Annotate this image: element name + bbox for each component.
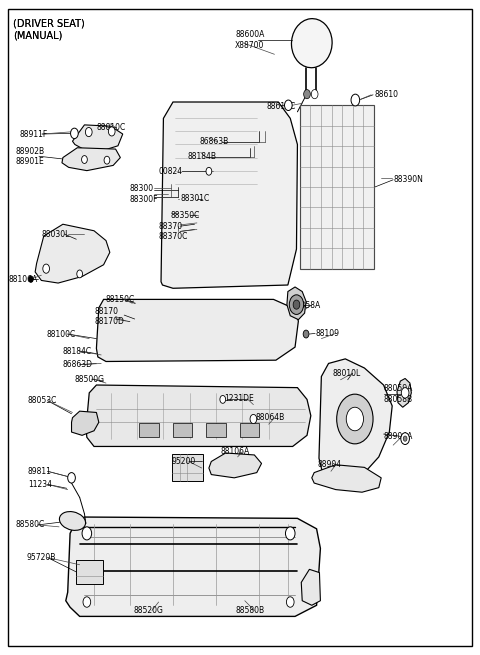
Polygon shape xyxy=(312,465,381,492)
Circle shape xyxy=(220,396,226,403)
Text: 88500G: 88500G xyxy=(75,375,105,384)
Text: 95200: 95200 xyxy=(171,457,195,466)
Text: 1231DE: 1231DE xyxy=(225,394,254,403)
Text: 88170
88170D: 88170 88170D xyxy=(94,307,124,326)
Text: 88100C: 88100C xyxy=(46,329,75,339)
Circle shape xyxy=(285,100,292,111)
Bar xyxy=(172,454,203,481)
Ellipse shape xyxy=(60,512,85,531)
Polygon shape xyxy=(301,569,321,605)
Text: 11234: 11234 xyxy=(28,480,52,489)
Text: 88911F: 88911F xyxy=(20,130,48,138)
Circle shape xyxy=(28,276,33,282)
Circle shape xyxy=(71,128,78,139)
Circle shape xyxy=(289,295,304,314)
Text: 88350C: 88350C xyxy=(170,210,200,219)
Bar xyxy=(76,559,103,584)
Circle shape xyxy=(403,436,407,441)
Circle shape xyxy=(312,90,318,99)
Text: 88184B: 88184B xyxy=(187,153,216,161)
Ellipse shape xyxy=(291,18,332,67)
Polygon shape xyxy=(72,411,99,436)
Polygon shape xyxy=(96,299,299,362)
Circle shape xyxy=(85,128,92,137)
Circle shape xyxy=(82,527,92,540)
Text: 88358A: 88358A xyxy=(292,301,321,310)
Polygon shape xyxy=(287,287,306,320)
Polygon shape xyxy=(319,359,392,487)
Text: 88580C: 88580C xyxy=(15,520,44,529)
Circle shape xyxy=(336,394,373,444)
Circle shape xyxy=(68,473,75,483)
Circle shape xyxy=(77,270,83,278)
Text: (DRIVER SEAT)
(MANUAL): (DRIVER SEAT) (MANUAL) xyxy=(12,19,84,41)
Circle shape xyxy=(401,433,409,445)
Text: 88106A: 88106A xyxy=(9,274,38,284)
Text: (DRIVER SEAT)
(MANUAL): (DRIVER SEAT) (MANUAL) xyxy=(12,19,84,41)
Text: 88904A: 88904A xyxy=(384,432,413,441)
Text: 00824: 00824 xyxy=(158,167,183,176)
Polygon shape xyxy=(62,148,120,171)
Text: 95720B: 95720B xyxy=(26,553,55,562)
Circle shape xyxy=(401,388,409,398)
Text: 88390N: 88390N xyxy=(393,176,423,184)
Text: 88610C: 88610C xyxy=(266,102,296,111)
Polygon shape xyxy=(72,125,123,151)
Circle shape xyxy=(250,415,257,424)
Text: 88370
88370C: 88370 88370C xyxy=(158,222,188,241)
Polygon shape xyxy=(86,385,311,447)
Circle shape xyxy=(83,597,91,607)
Text: 88301C: 88301C xyxy=(180,195,209,203)
Circle shape xyxy=(346,407,363,431)
Bar xyxy=(173,423,192,438)
Circle shape xyxy=(206,168,212,175)
Polygon shape xyxy=(35,224,110,283)
Polygon shape xyxy=(209,453,262,478)
Circle shape xyxy=(43,264,49,273)
Polygon shape xyxy=(66,517,321,616)
Text: 88904: 88904 xyxy=(318,460,342,469)
Circle shape xyxy=(351,94,360,106)
Polygon shape xyxy=(161,102,298,288)
Text: 86863D: 86863D xyxy=(63,360,93,369)
Text: 88053C: 88053C xyxy=(27,396,56,405)
Bar xyxy=(300,105,374,269)
Text: 86863B: 86863B xyxy=(199,138,228,146)
Bar xyxy=(206,423,226,438)
Text: 88064B: 88064B xyxy=(256,413,285,422)
Text: 88600A
X88700: 88600A X88700 xyxy=(235,30,264,50)
Text: 88902B
88901E: 88902B 88901E xyxy=(15,147,44,166)
Text: 88010C: 88010C xyxy=(96,123,126,132)
Circle shape xyxy=(287,597,294,607)
Text: 88580B: 88580B xyxy=(235,606,264,615)
Circle shape xyxy=(293,300,300,309)
Circle shape xyxy=(108,127,115,136)
Bar xyxy=(140,423,158,438)
Text: 88059A
88058B: 88059A 88058B xyxy=(384,384,413,404)
Bar xyxy=(240,423,259,438)
Circle shape xyxy=(304,90,311,99)
Text: 88106A: 88106A xyxy=(221,447,250,456)
Text: 88184C: 88184C xyxy=(63,346,92,356)
Text: 89811: 89811 xyxy=(28,467,52,476)
Text: 88150C: 88150C xyxy=(106,295,135,304)
Text: 88030L: 88030L xyxy=(41,229,70,238)
Circle shape xyxy=(286,527,295,540)
Text: 88300
88300F: 88300 88300F xyxy=(130,185,158,204)
Text: 88010L: 88010L xyxy=(332,369,360,378)
Polygon shape xyxy=(397,379,411,407)
Text: 88610: 88610 xyxy=(374,90,398,100)
Circle shape xyxy=(104,157,110,164)
Text: 88109: 88109 xyxy=(316,329,340,338)
Circle shape xyxy=(82,156,87,164)
Circle shape xyxy=(303,330,309,338)
Text: 88520G: 88520G xyxy=(134,606,164,615)
